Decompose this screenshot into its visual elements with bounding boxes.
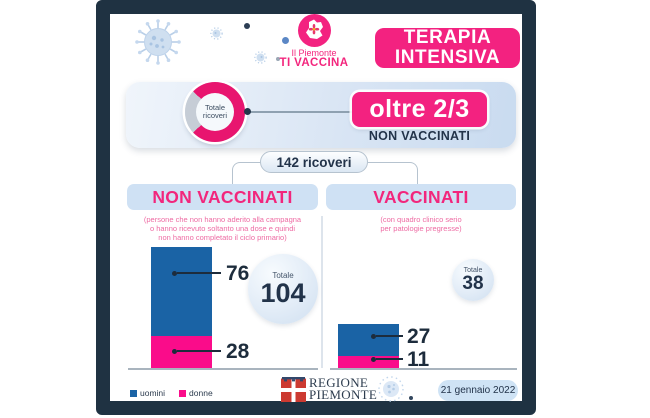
legend-item-donne: donne <box>179 388 213 398</box>
donut-label-line2: ricoveri <box>202 111 228 120</box>
callout-line <box>376 358 403 360</box>
legend-item-uomini: uomini <box>130 388 165 398</box>
date-pill: 21 gennaio 2022 <box>438 380 518 401</box>
bar-donne-segment <box>151 336 212 369</box>
oltre-caption: NON VACCINATI <box>368 129 471 143</box>
donne-value-left: 28 <box>226 340 250 363</box>
terapia-intensiva-badge: TERAPIA INTENSIVA <box>375 28 520 68</box>
non-vaccinati-subtitle: (persone che non hanno aderito alla camp… <box>127 215 318 242</box>
split-bracket-left <box>232 162 261 185</box>
totale-value-right: 38 <box>462 273 484 294</box>
uomini-value-right: 27 <box>407 325 431 348</box>
donne-value-right: 11 <box>407 348 430 371</box>
column-divider <box>321 216 323 368</box>
subtitle-line: per patologie pregresse) <box>380 224 462 233</box>
decor-dot <box>282 37 289 44</box>
callout-dot <box>172 271 177 276</box>
totale-label: Totale <box>272 271 294 280</box>
callout-dot <box>371 357 376 362</box>
connector-dot <box>244 108 251 115</box>
donut-label-line1: Totale <box>204 102 225 112</box>
footer-virus-icon <box>378 376 404 402</box>
decor-dot <box>244 23 250 29</box>
subtitle-line: (con quadro clinico serio <box>380 215 462 224</box>
totale-label: Totale <box>463 267 483 274</box>
logo-text-line2: TI VACCINA <box>279 57 349 69</box>
decor-dot <box>409 396 413 400</box>
callout-line <box>177 272 221 274</box>
subtitle-line: o hanno ricevuto soltanto una dose e qui… <box>149 224 296 233</box>
badge-line2: INTENSIVA <box>394 47 501 68</box>
small-virus-icon <box>210 27 223 40</box>
bar-uomini-segment <box>338 324 399 356</box>
donne-swatch <box>179 389 187 397</box>
virus-icon <box>135 19 181 65</box>
vaccinati-stacked-bar <box>338 324 399 369</box>
subtitle-line: (persone che non hanno aderito alla camp… <box>143 215 302 224</box>
legend-label-uomini: uomini <box>140 388 166 398</box>
legend: uomini donne <box>130 388 221 398</box>
uomini-value-left: 76 <box>226 262 250 285</box>
decor-dot <box>276 57 280 61</box>
donut-center-label: Totale ricoveri <box>196 93 234 131</box>
bar-uomini-segment <box>151 247 212 336</box>
small-virus-icon <box>254 51 267 64</box>
subtitle-line: non hanno completato il ciclo primario) <box>158 233 287 242</box>
ricoveri-total-pill: 142 ricoveri <box>260 151 368 173</box>
callout-dot <box>172 349 177 354</box>
baseline-right <box>330 368 517 370</box>
region-line2: PIEMONTE <box>309 387 378 402</box>
uomini-swatch <box>130 389 137 397</box>
totale-circle-left: Totale 104 <box>248 254 318 324</box>
totale-value-left: 104 <box>260 278 306 308</box>
vaccinati-header: VACCINATI <box>326 184 516 210</box>
callout-dot <box>371 334 376 339</box>
logo-text-line1: Il Piemonte <box>291 48 337 58</box>
non-vaccinati-header: NON VACCINATI <box>127 184 318 210</box>
region-line1: REGIONE <box>309 375 369 390</box>
non-vaccinati-stacked-bar <box>151 247 212 369</box>
totale-circle-right: Totale 38 <box>452 259 494 301</box>
split-bracket-right <box>368 162 418 185</box>
vaccinati-subtitle: (con quadro clinico serio per patologie … <box>326 215 516 233</box>
badge-line1: TERAPIA <box>403 27 492 48</box>
oltre-due-terzi-badge: oltre 2/3 <box>352 92 487 127</box>
legend-label-donne: donne <box>189 388 213 398</box>
callout-line <box>177 350 221 352</box>
callout-line <box>376 335 403 337</box>
connector-line <box>247 111 352 113</box>
piemonte-logo-icon <box>298 14 331 47</box>
regione-piemonte-logo-text: REGIONE PIEMONTE <box>309 375 378 402</box>
regione-piemonte-shield-icon <box>281 377 306 402</box>
baseline-left <box>128 368 318 370</box>
